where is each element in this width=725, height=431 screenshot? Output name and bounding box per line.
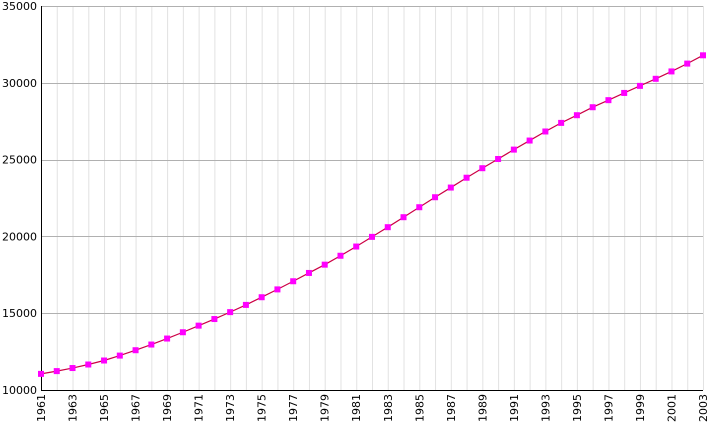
data-point bbox=[85, 361, 92, 368]
y-tick-label: 10000 bbox=[2, 384, 37, 397]
x-tick-label: 1997 bbox=[602, 394, 615, 422]
x-tick-label: 1993 bbox=[539, 394, 552, 422]
x-tick-label: 1989 bbox=[476, 394, 489, 422]
series-layer bbox=[38, 52, 706, 377]
data-point bbox=[242, 301, 249, 308]
x-tick-label: 1977 bbox=[287, 394, 300, 422]
data-point bbox=[132, 347, 139, 354]
data-point bbox=[526, 137, 533, 144]
data-point bbox=[700, 52, 706, 59]
data-point bbox=[148, 341, 155, 348]
x-tick-labels: 1961 1963 1965 1967 1969 1971 1973 1975 1977 1979… bbox=[35, 394, 710, 422]
data-point bbox=[668, 68, 675, 75]
x-tick-label: 1975 bbox=[256, 394, 269, 422]
data-point bbox=[495, 155, 502, 162]
data-point bbox=[463, 174, 470, 181]
data-point bbox=[542, 128, 549, 135]
x-tick-label: 2001 bbox=[665, 394, 678, 422]
data-point bbox=[605, 97, 612, 104]
data-point bbox=[558, 119, 565, 126]
data-point bbox=[290, 278, 297, 285]
data-point bbox=[211, 316, 218, 323]
x-tick-label: 2003 bbox=[697, 394, 710, 422]
data-point bbox=[353, 243, 360, 250]
data-point bbox=[53, 368, 60, 375]
x-tick-label: 1969 bbox=[161, 394, 174, 422]
data-point bbox=[337, 252, 344, 259]
data-point bbox=[274, 286, 281, 293]
data-point bbox=[621, 89, 628, 96]
x-tick-label: 1999 bbox=[634, 394, 647, 422]
x-tick-label: 1995 bbox=[571, 394, 584, 422]
data-point bbox=[684, 60, 691, 67]
x-tick-label: 1973 bbox=[224, 394, 237, 422]
y-tick-label: 15000 bbox=[2, 307, 37, 320]
y-tick-label: 30000 bbox=[2, 77, 37, 90]
data-point bbox=[432, 194, 439, 201]
x-tick-label: 1985 bbox=[413, 394, 426, 422]
data-point bbox=[589, 104, 596, 111]
data-point bbox=[227, 309, 234, 316]
data-point bbox=[179, 329, 186, 336]
data-point bbox=[479, 165, 486, 172]
data-point bbox=[384, 224, 391, 231]
y-tick-label: 35000 bbox=[2, 0, 37, 13]
axes bbox=[41, 6, 703, 391]
data-point bbox=[321, 261, 328, 268]
data-point bbox=[416, 204, 423, 211]
data-point bbox=[510, 146, 517, 153]
x-tick-label: 1981 bbox=[350, 394, 363, 422]
x-tick-label: 1991 bbox=[508, 394, 521, 422]
data-point bbox=[38, 370, 44, 377]
grid bbox=[41, 6, 704, 391]
y-tick-label: 20000 bbox=[2, 230, 37, 243]
data-point bbox=[305, 269, 312, 276]
x-tick-label: 1967 bbox=[130, 394, 143, 422]
data-point bbox=[573, 112, 580, 119]
x-tick-label: 1963 bbox=[67, 394, 80, 422]
data-point bbox=[195, 322, 202, 329]
data-point bbox=[447, 184, 454, 191]
y-tick-labels: 10000 15000 20000 25000 30000 35000 bbox=[2, 0, 37, 397]
data-point bbox=[164, 335, 171, 342]
data-point bbox=[258, 294, 265, 301]
data-point bbox=[400, 214, 407, 221]
data-point bbox=[369, 233, 375, 240]
data-point bbox=[636, 82, 643, 89]
x-tick-label: 1965 bbox=[98, 394, 111, 422]
data-point bbox=[652, 75, 659, 82]
data-point bbox=[101, 357, 108, 364]
x-tick-label: 1971 bbox=[193, 394, 206, 422]
data-point bbox=[69, 365, 76, 372]
x-tick-label: 1961 bbox=[35, 394, 48, 422]
x-tick-label: 1987 bbox=[445, 394, 458, 422]
x-tick-label: 1983 bbox=[382, 394, 395, 422]
x-tick-label: 1979 bbox=[319, 394, 332, 422]
y-tick-label: 25000 bbox=[2, 154, 37, 167]
data-point bbox=[116, 352, 123, 359]
